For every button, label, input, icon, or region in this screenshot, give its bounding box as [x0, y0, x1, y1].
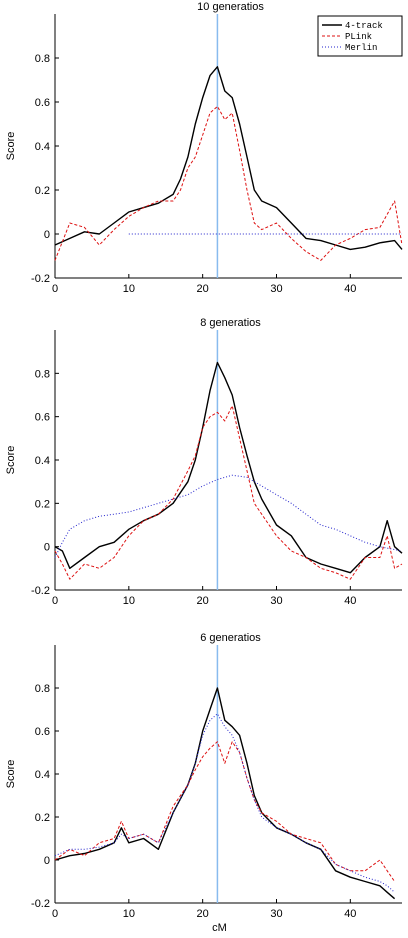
y-tick-label: -0.2	[31, 273, 50, 285]
x-tick-label: 40	[344, 283, 356, 295]
y-tick-label: 0.8	[35, 683, 50, 695]
chart-title: 6 generatios	[200, 632, 261, 644]
x-tick-label: 20	[197, 595, 209, 607]
x-tick-label: 20	[197, 283, 209, 295]
y-tick-label: -0.2	[31, 898, 50, 910]
chart-panel-2: 8 generatios-0.200.20.40.60.80 10 20 30 40Sc…	[5, 317, 403, 607]
x-tick-label: 10	[123, 595, 135, 607]
y-tick-label: 0.4	[35, 769, 50, 781]
x-tick-label: 20	[197, 908, 209, 920]
x-tick-label: 30	[270, 908, 282, 920]
series-line-plink	[54, 741, 396, 882]
x-axis-label: cM	[212, 922, 227, 934]
x-tick-label: 30	[270, 595, 282, 607]
y-tick-label: 0.8	[35, 368, 50, 380]
y-tick-label: 0.6	[35, 726, 50, 738]
y-tick-label: 0	[44, 855, 50, 867]
y-tick-label: 0	[44, 542, 50, 554]
y-tick-label: 0.2	[35, 812, 50, 824]
x-tick-label: 40	[344, 908, 356, 920]
series-line-merlin	[54, 713, 395, 893]
y-tick-label: 0.2	[35, 498, 50, 510]
series-line-plink	[54, 105, 403, 261]
y-tick-label: 0.4	[35, 141, 50, 153]
series-line-4-track	[54, 687, 396, 900]
chart-panel-1: 10 generatios-0.200.20.40.60.80 10 20 30 40S…	[5, 1, 403, 295]
series-line-4-track	[54, 66, 403, 251]
y-tick-label: -0.2	[31, 585, 50, 597]
y-axis-label: Score	[5, 446, 17, 475]
series-line-plink	[54, 405, 403, 580]
y-tick-label: 0.2	[35, 185, 50, 197]
y-tick-label: 0.6	[35, 97, 50, 109]
y-axis-label: Score	[5, 132, 17, 161]
series-line-merlin	[54, 474, 403, 558]
series-line-4-track	[54, 361, 403, 574]
x-tick-label: 0	[52, 595, 58, 607]
legend-label: 4-track	[345, 21, 383, 31]
y-axis-label: Score	[5, 760, 17, 789]
chart-title: 10 generatios	[197, 1, 264, 13]
y-tick-label: 0.4	[35, 455, 50, 467]
chart-title: 8 generatios	[200, 317, 261, 329]
x-tick-label: 10	[123, 908, 135, 920]
chart-panel-3: 6 generatios-0.200.20.40.60.80 10 20 30 40Sc…	[5, 632, 402, 934]
x-tick-label: 40	[344, 595, 356, 607]
x-tick-label: 30	[270, 283, 282, 295]
x-tick-label: 10	[123, 283, 135, 295]
y-tick-label: 0.6	[35, 412, 50, 424]
legend-label: Merlin	[345, 43, 377, 53]
x-tick-label: 0	[52, 283, 58, 295]
x-tick-label: 0	[52, 908, 58, 920]
y-tick-label: 0.8	[35, 53, 50, 65]
y-tick-label: 0	[44, 229, 50, 241]
legend-label: PLink	[345, 32, 372, 42]
